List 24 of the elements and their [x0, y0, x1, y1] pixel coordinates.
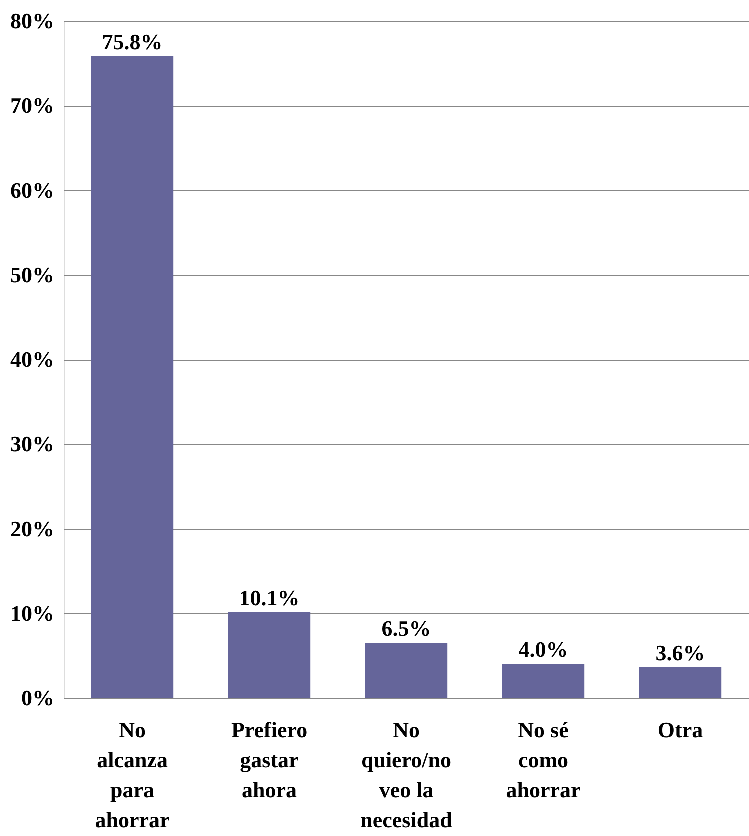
data-label: 75.8% [102, 30, 163, 55]
y-tick-label: 40% [10, 347, 54, 372]
data-label: 10.1% [239, 586, 300, 611]
x-tick-label: Prefiero gastar ahora [231, 718, 308, 802]
x-tick-label: Otra [658, 718, 704, 742]
bar [365, 642, 448, 698]
x-tick-label: No quiero/no veo la necesidad [360, 718, 452, 832]
bar [228, 612, 311, 698]
y-tick-label: 70% [10, 93, 54, 118]
bar [639, 668, 722, 698]
x-tick-label: No alcanza para ahorrar [95, 718, 170, 832]
y-tick-label: 10% [10, 600, 54, 626]
data-label: 6.5% [382, 616, 432, 641]
x-tick-label: No sé como ahorrar [506, 718, 581, 802]
data-label: 3.6% [656, 640, 706, 666]
y-tick-label: 0% [22, 686, 54, 710]
y-tick-label: 50% [10, 262, 54, 288]
y-tick-label: 30% [10, 432, 54, 457]
y-tick-label: 20% [10, 516, 54, 542]
bar [91, 56, 174, 698]
y-tick-label: 80% [10, 8, 54, 34]
bar [502, 664, 585, 698]
y-tick-label: 60% [10, 178, 54, 203]
data-label: 4.0% [518, 637, 568, 662]
